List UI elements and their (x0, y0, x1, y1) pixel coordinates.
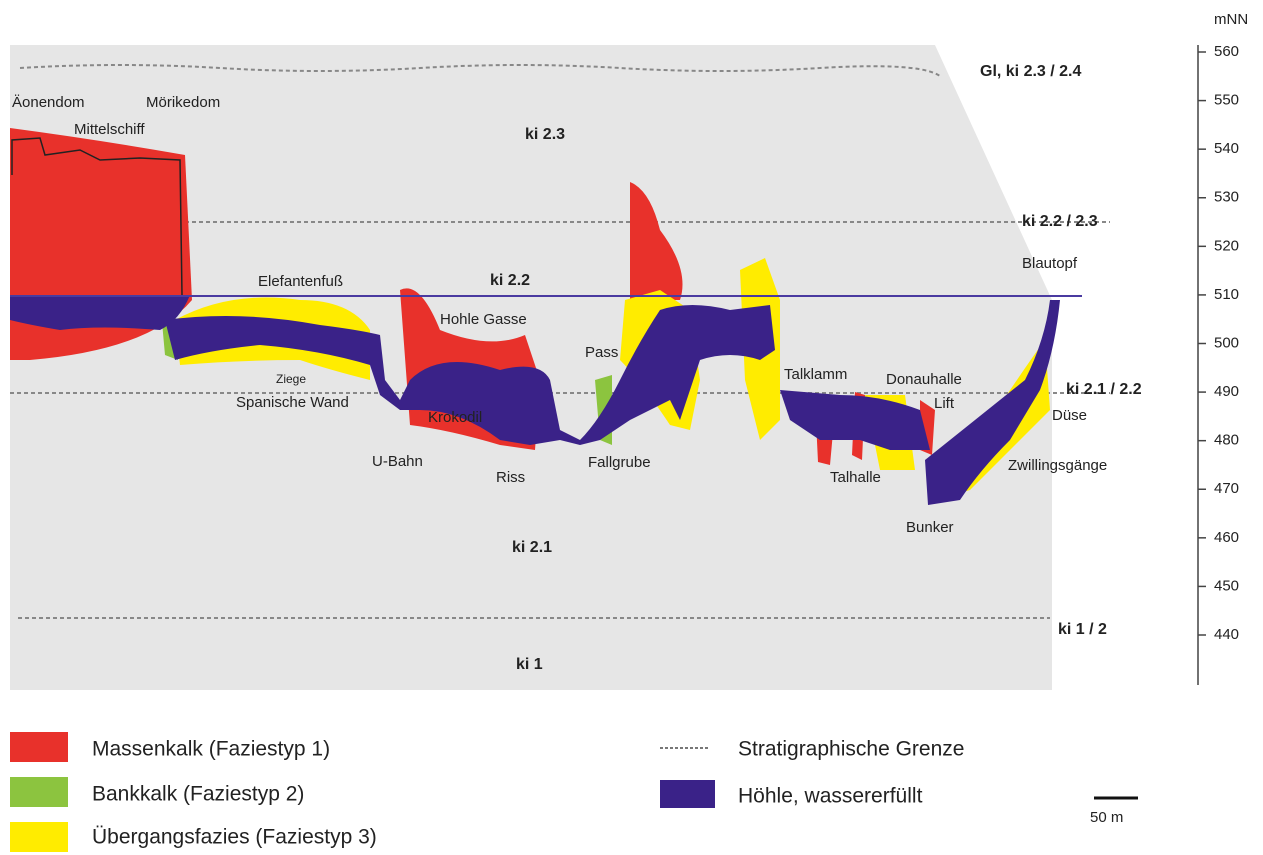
diagram: mNN Gl, ki 2.3 / 2.4 ki 2.3 ki 2.2 / 2.3… (0, 0, 1263, 855)
tick-label: 470 (1214, 480, 1239, 497)
stratum-label: ki 2.1 / 2.2 (1066, 381, 1142, 398)
legend-label: Höhle, wassererfüllt (738, 785, 923, 808)
location-label: Lift (934, 395, 955, 412)
stratum-label: ki 2.2 (490, 272, 530, 289)
location-label: Mittelschiff (74, 121, 145, 138)
stratum-label: ki 1 (516, 656, 543, 673)
location-label: Mörikedom (146, 94, 220, 111)
legend-label: Massenkalk (Faziestyp 1) (92, 738, 330, 761)
stratum-label: ki 2.1 (512, 539, 552, 556)
scale-bar-label: 50 m (1090, 809, 1123, 826)
stratum-label: ki 2.3 (525, 126, 565, 143)
tick-label: 490 (1214, 383, 1239, 400)
location-label: Zwillingsgänge (1008, 457, 1107, 474)
tick-label: 510 (1214, 286, 1239, 303)
legend-swatch (10, 732, 68, 762)
stratum-label: Gl, ki 2.3 / 2.4 (980, 63, 1081, 80)
tick-label: 480 (1214, 432, 1239, 449)
legend-label: Übergangsfazies (Faziestyp 3) (92, 826, 377, 849)
legend-swatch (10, 777, 68, 807)
location-label: Pass (585, 344, 618, 361)
tick-label: 540 (1214, 140, 1239, 157)
location-label: Donauhalle (886, 371, 962, 388)
location-label: Spanische Wand (236, 394, 349, 411)
location-label: Talklamm (784, 366, 847, 383)
tick-label: 520 (1214, 237, 1239, 254)
location-label: Düse (1052, 407, 1087, 424)
hoehle (10, 295, 190, 330)
axis-unit: mNN (1214, 11, 1248, 28)
location-label: Riss (496, 469, 525, 486)
location-label: U-Bahn (372, 453, 423, 470)
stratum-label: ki 2.2 / 2.3 (1022, 213, 1098, 230)
tick-label: 450 (1214, 577, 1239, 594)
tick-label: 460 (1214, 529, 1239, 546)
legend-label: Bankkalk (Faziestyp 2) (92, 783, 304, 806)
location-label: Krokodil (428, 409, 482, 426)
location-label: Ziege (276, 372, 306, 386)
tick-label: 530 (1214, 189, 1239, 206)
tick-label: 440 (1214, 626, 1239, 643)
location-label: Elefantenfuß (258, 273, 343, 290)
location-label: Äonendom (12, 94, 85, 111)
location-label: Hohle Gasse (440, 311, 527, 328)
tick-label: 550 (1214, 92, 1239, 109)
location-label: Fallgrube (588, 454, 651, 471)
tick-label: 560 (1214, 43, 1239, 60)
tick-label: 500 (1214, 334, 1239, 351)
legend-swatch (660, 780, 715, 808)
legend-swatch (10, 822, 68, 852)
location-label: Talhalle (830, 469, 881, 486)
location-label: Bunker (906, 519, 954, 536)
location-label: Blautopf (1022, 255, 1078, 272)
legend-label: Stratigraphische Grenze (738, 738, 964, 761)
stratum-label: ki 1 / 2 (1058, 621, 1107, 638)
